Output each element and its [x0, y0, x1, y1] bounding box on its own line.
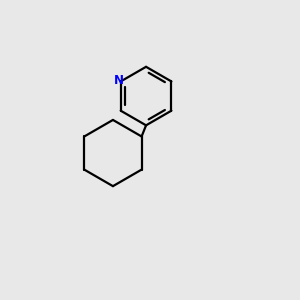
Text: N: N	[114, 74, 124, 87]
